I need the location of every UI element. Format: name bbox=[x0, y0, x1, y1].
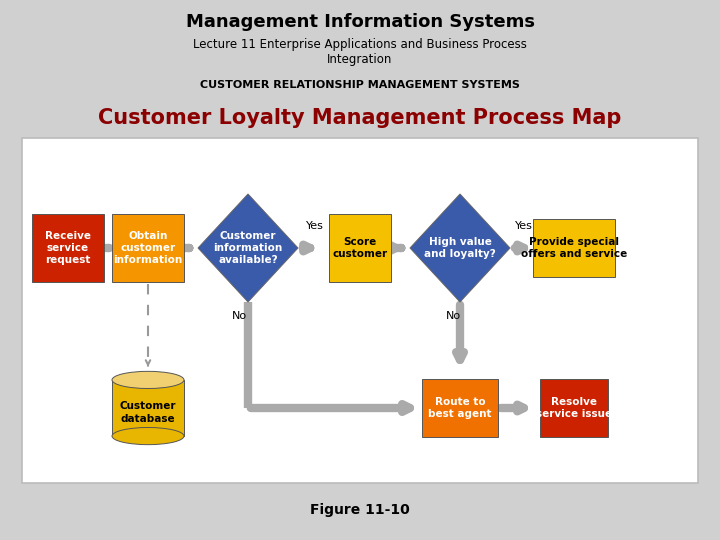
Text: No: No bbox=[446, 311, 461, 321]
Text: Score
customer: Score customer bbox=[333, 237, 387, 259]
Bar bbox=[112, 380, 184, 436]
Text: Route to
best agent: Route to best agent bbox=[428, 397, 492, 419]
Text: Yes: Yes bbox=[306, 221, 324, 231]
Polygon shape bbox=[410, 194, 510, 302]
FancyBboxPatch shape bbox=[533, 219, 616, 277]
Text: Yes: Yes bbox=[515, 221, 533, 231]
Text: Obtain
customer
information: Obtain customer information bbox=[113, 231, 183, 265]
Text: Receive
service
request: Receive service request bbox=[45, 231, 91, 265]
FancyBboxPatch shape bbox=[540, 379, 608, 437]
FancyBboxPatch shape bbox=[112, 214, 184, 282]
FancyBboxPatch shape bbox=[32, 214, 104, 282]
Text: CUSTOMER RELATIONSHIP MANAGEMENT SYSTEMS: CUSTOMER RELATIONSHIP MANAGEMENT SYSTEMS bbox=[200, 80, 520, 90]
Text: Customer
database: Customer database bbox=[120, 401, 176, 424]
Text: High value
and loyalty?: High value and loyalty? bbox=[424, 237, 496, 259]
Text: Figure 11-10: Figure 11-10 bbox=[310, 503, 410, 517]
Text: Resolve
service issue: Resolve service issue bbox=[536, 397, 612, 419]
Text: No: No bbox=[232, 311, 247, 321]
FancyBboxPatch shape bbox=[329, 214, 390, 282]
Text: Lecture 11 Enterprise Applications and Business Process
Integration: Lecture 11 Enterprise Applications and B… bbox=[193, 38, 527, 66]
FancyBboxPatch shape bbox=[22, 138, 698, 483]
Text: Customer Loyalty Management Process Map: Customer Loyalty Management Process Map bbox=[99, 108, 621, 128]
Text: Provide special
offers and service: Provide special offers and service bbox=[521, 237, 627, 259]
Ellipse shape bbox=[112, 428, 184, 444]
Ellipse shape bbox=[112, 372, 184, 388]
Text: Management Information Systems: Management Information Systems bbox=[186, 13, 534, 31]
FancyBboxPatch shape bbox=[422, 379, 498, 437]
Polygon shape bbox=[198, 194, 298, 302]
Text: Customer
information
available?: Customer information available? bbox=[213, 231, 283, 265]
